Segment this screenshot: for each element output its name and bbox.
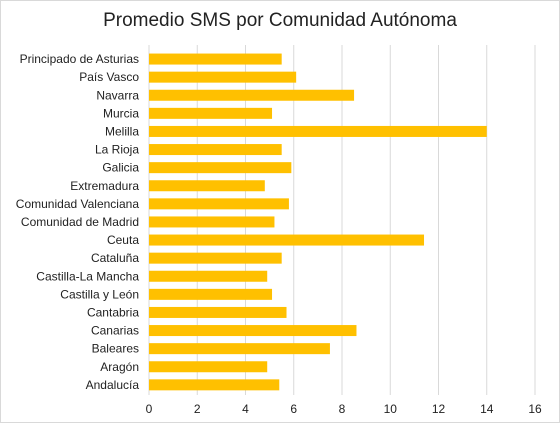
bar — [149, 252, 282, 264]
x-tick-label: 12 — [432, 402, 446, 416]
bar — [149, 306, 287, 318]
bar — [149, 89, 355, 101]
category-label: Cataluña — [91, 251, 139, 265]
chart-title: Promedio SMS por Comunidad Autónoma — [103, 10, 457, 31]
category-label: Cantabria — [87, 305, 139, 319]
category-label: Castilla y León — [60, 287, 139, 301]
bar — [149, 288, 273, 300]
x-tick-labels: 0 2 4 6 8 10 12 14 16 — [146, 402, 542, 416]
category-label: Principado de Asturias — [20, 52, 139, 66]
bar — [149, 270, 268, 282]
x-tick-label: 4 — [242, 402, 249, 416]
bar — [149, 343, 330, 355]
x-tick-label: 0 — [146, 402, 153, 416]
category-label: Andalucía — [86, 378, 140, 392]
bar — [149, 53, 282, 65]
category-label: La Rioja — [95, 143, 139, 157]
bar — [149, 180, 265, 192]
x-tick-label: 8 — [339, 402, 346, 416]
category-label: Baleares — [92, 342, 139, 356]
bars — [149, 53, 487, 391]
category-label: Navarra — [96, 88, 139, 102]
category-label: Comunidad de Madrid — [21, 215, 139, 229]
x-tick-label: 10 — [384, 402, 398, 416]
x-tick-label: 16 — [528, 402, 542, 416]
category-label: Murcia — [103, 106, 139, 120]
category-label: Extremadura — [70, 179, 139, 193]
category-label: Galicia — [102, 161, 139, 175]
x-tick-label: 2 — [194, 402, 201, 416]
x-tick-label: 6 — [290, 402, 297, 416]
bar — [149, 162, 292, 174]
bar — [149, 71, 297, 83]
bar — [149, 379, 280, 391]
bar — [149, 325, 357, 337]
bar — [149, 361, 268, 373]
bar — [149, 125, 487, 137]
category-labels: Principado de Asturias País Vasco Navarra M… — [16, 52, 140, 392]
category-label: País Vasco — [79, 70, 139, 84]
x-tick-label: 14 — [480, 402, 494, 416]
bar — [149, 144, 282, 156]
bar — [149, 234, 425, 246]
category-label: Castilla-La Mancha — [36, 269, 139, 283]
category-label: Comunidad Valenciana — [16, 197, 140, 211]
bar — [149, 198, 289, 210]
category-label: Melilla — [105, 124, 139, 138]
bar — [149, 107, 273, 119]
category-label: Canarias — [91, 324, 139, 338]
category-label: Aragón — [100, 360, 139, 374]
category-label: Ceuta — [107, 233, 139, 247]
bar — [149, 216, 275, 228]
